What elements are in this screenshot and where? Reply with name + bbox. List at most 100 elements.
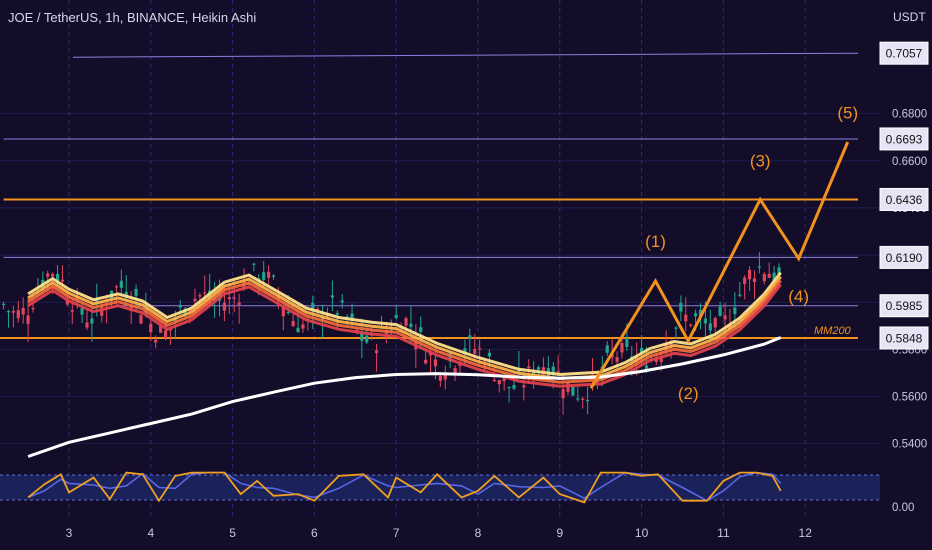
candle-body — [60, 279, 65, 282]
candle-body — [679, 302, 683, 312]
price-level-box — [879, 326, 929, 350]
candle-body — [615, 357, 619, 362]
x-tick-label: 10 — [635, 526, 649, 540]
candle-body — [527, 366, 531, 369]
candle-body — [11, 311, 15, 313]
candle-body — [198, 295, 202, 297]
grid-lines — [0, 0, 880, 518]
candle-body — [31, 307, 35, 310]
wave-label: (5) — [837, 103, 858, 122]
x-tick-label: 11 — [717, 526, 730, 540]
candle-body — [581, 398, 585, 400]
candle-body — [360, 332, 364, 341]
ribbon-line — [27, 279, 782, 384]
candle-body — [576, 398, 580, 400]
candle-body — [16, 310, 20, 319]
candle-body — [85, 322, 89, 328]
elliott-wave-path — [589, 141, 850, 389]
candle-body — [70, 309, 74, 312]
oscillator-tick-label: 0.00 — [892, 502, 914, 514]
x-tick-label: 7 — [393, 526, 400, 540]
candle-body — [625, 337, 629, 348]
oscillator-band — [0, 475, 880, 500]
candle-body — [21, 307, 25, 315]
x-tick-label: 6 — [311, 526, 318, 540]
candle-body — [178, 304, 182, 308]
candle-body — [674, 327, 678, 329]
candle-body — [512, 384, 516, 389]
candle-body — [468, 335, 472, 339]
candle-body — [26, 315, 30, 324]
price-level-value: 0.6436 — [886, 193, 923, 207]
candle-body — [237, 302, 241, 305]
y-tick-label: 0.5600 — [892, 391, 927, 403]
candle-body — [134, 288, 138, 296]
candle-body — [698, 309, 703, 317]
candle-body — [316, 308, 320, 311]
candle-body — [443, 374, 447, 380]
ema-ribbon — [27, 271, 782, 388]
candle-body — [522, 385, 526, 388]
candle-body — [301, 324, 305, 329]
x-tick-label: 12 — [799, 526, 813, 540]
candle-body — [90, 318, 94, 324]
chart-title: JOE / TetherUS, 1h, BINANCE, Heikin Ashi — [8, 10, 257, 25]
candle-body — [433, 359, 438, 367]
candle-body — [65, 299, 69, 305]
candle-body — [453, 368, 457, 375]
candle-body — [183, 308, 187, 316]
candle-body — [689, 324, 693, 326]
candle-body — [129, 304, 133, 311]
candle-body — [718, 306, 722, 316]
y-tick-label: 0.6600 — [892, 156, 927, 168]
price-level-value: 0.5848 — [886, 331, 923, 345]
candle-body — [100, 306, 104, 316]
candle-body — [404, 318, 408, 326]
price-level-box — [879, 41, 929, 65]
wave-label: (4) — [788, 287, 809, 306]
price-level-box — [879, 245, 929, 269]
price-level-value: 0.5985 — [886, 299, 923, 313]
candle-body — [669, 341, 673, 348]
candle-body — [311, 302, 315, 312]
candle-body — [281, 307, 285, 317]
candle-body — [232, 297, 236, 299]
x-tick-label: 4 — [147, 526, 154, 540]
y-tick-label: 0.5400 — [892, 439, 927, 451]
candle-body — [266, 271, 271, 278]
candle-body — [767, 273, 771, 278]
candle-body — [262, 272, 266, 280]
candle-body — [1, 303, 6, 305]
candle-body — [517, 368, 521, 375]
candle-body — [95, 297, 99, 305]
candle-body — [693, 313, 698, 317]
candle-body — [448, 353, 452, 362]
candle-body — [419, 327, 423, 332]
oscillator-line — [27, 471, 782, 504]
candle-body — [6, 311, 11, 313]
x-tick-label: 3 — [66, 526, 73, 540]
wave-label: (3) — [750, 152, 771, 171]
candle-body — [55, 273, 60, 282]
candle-body — [159, 325, 163, 333]
candle-body — [487, 352, 492, 357]
price-level-value: 0.6190 — [886, 251, 923, 265]
candle-body — [586, 400, 590, 402]
candle-body — [340, 300, 344, 303]
candle-body — [286, 311, 290, 314]
currency-unit: USDT — [893, 10, 926, 24]
candle-body — [409, 323, 413, 327]
wave-label: (2) — [678, 384, 699, 403]
candle-body — [620, 343, 624, 353]
candle-body — [713, 318, 717, 328]
candle-body — [438, 375, 442, 381]
candle-body — [119, 280, 123, 288]
price-level-box — [879, 187, 929, 211]
price-level-value: 0.7057 — [886, 47, 923, 61]
candle-body — [330, 295, 334, 298]
candle-body — [561, 389, 565, 399]
candle-body — [703, 318, 708, 324]
